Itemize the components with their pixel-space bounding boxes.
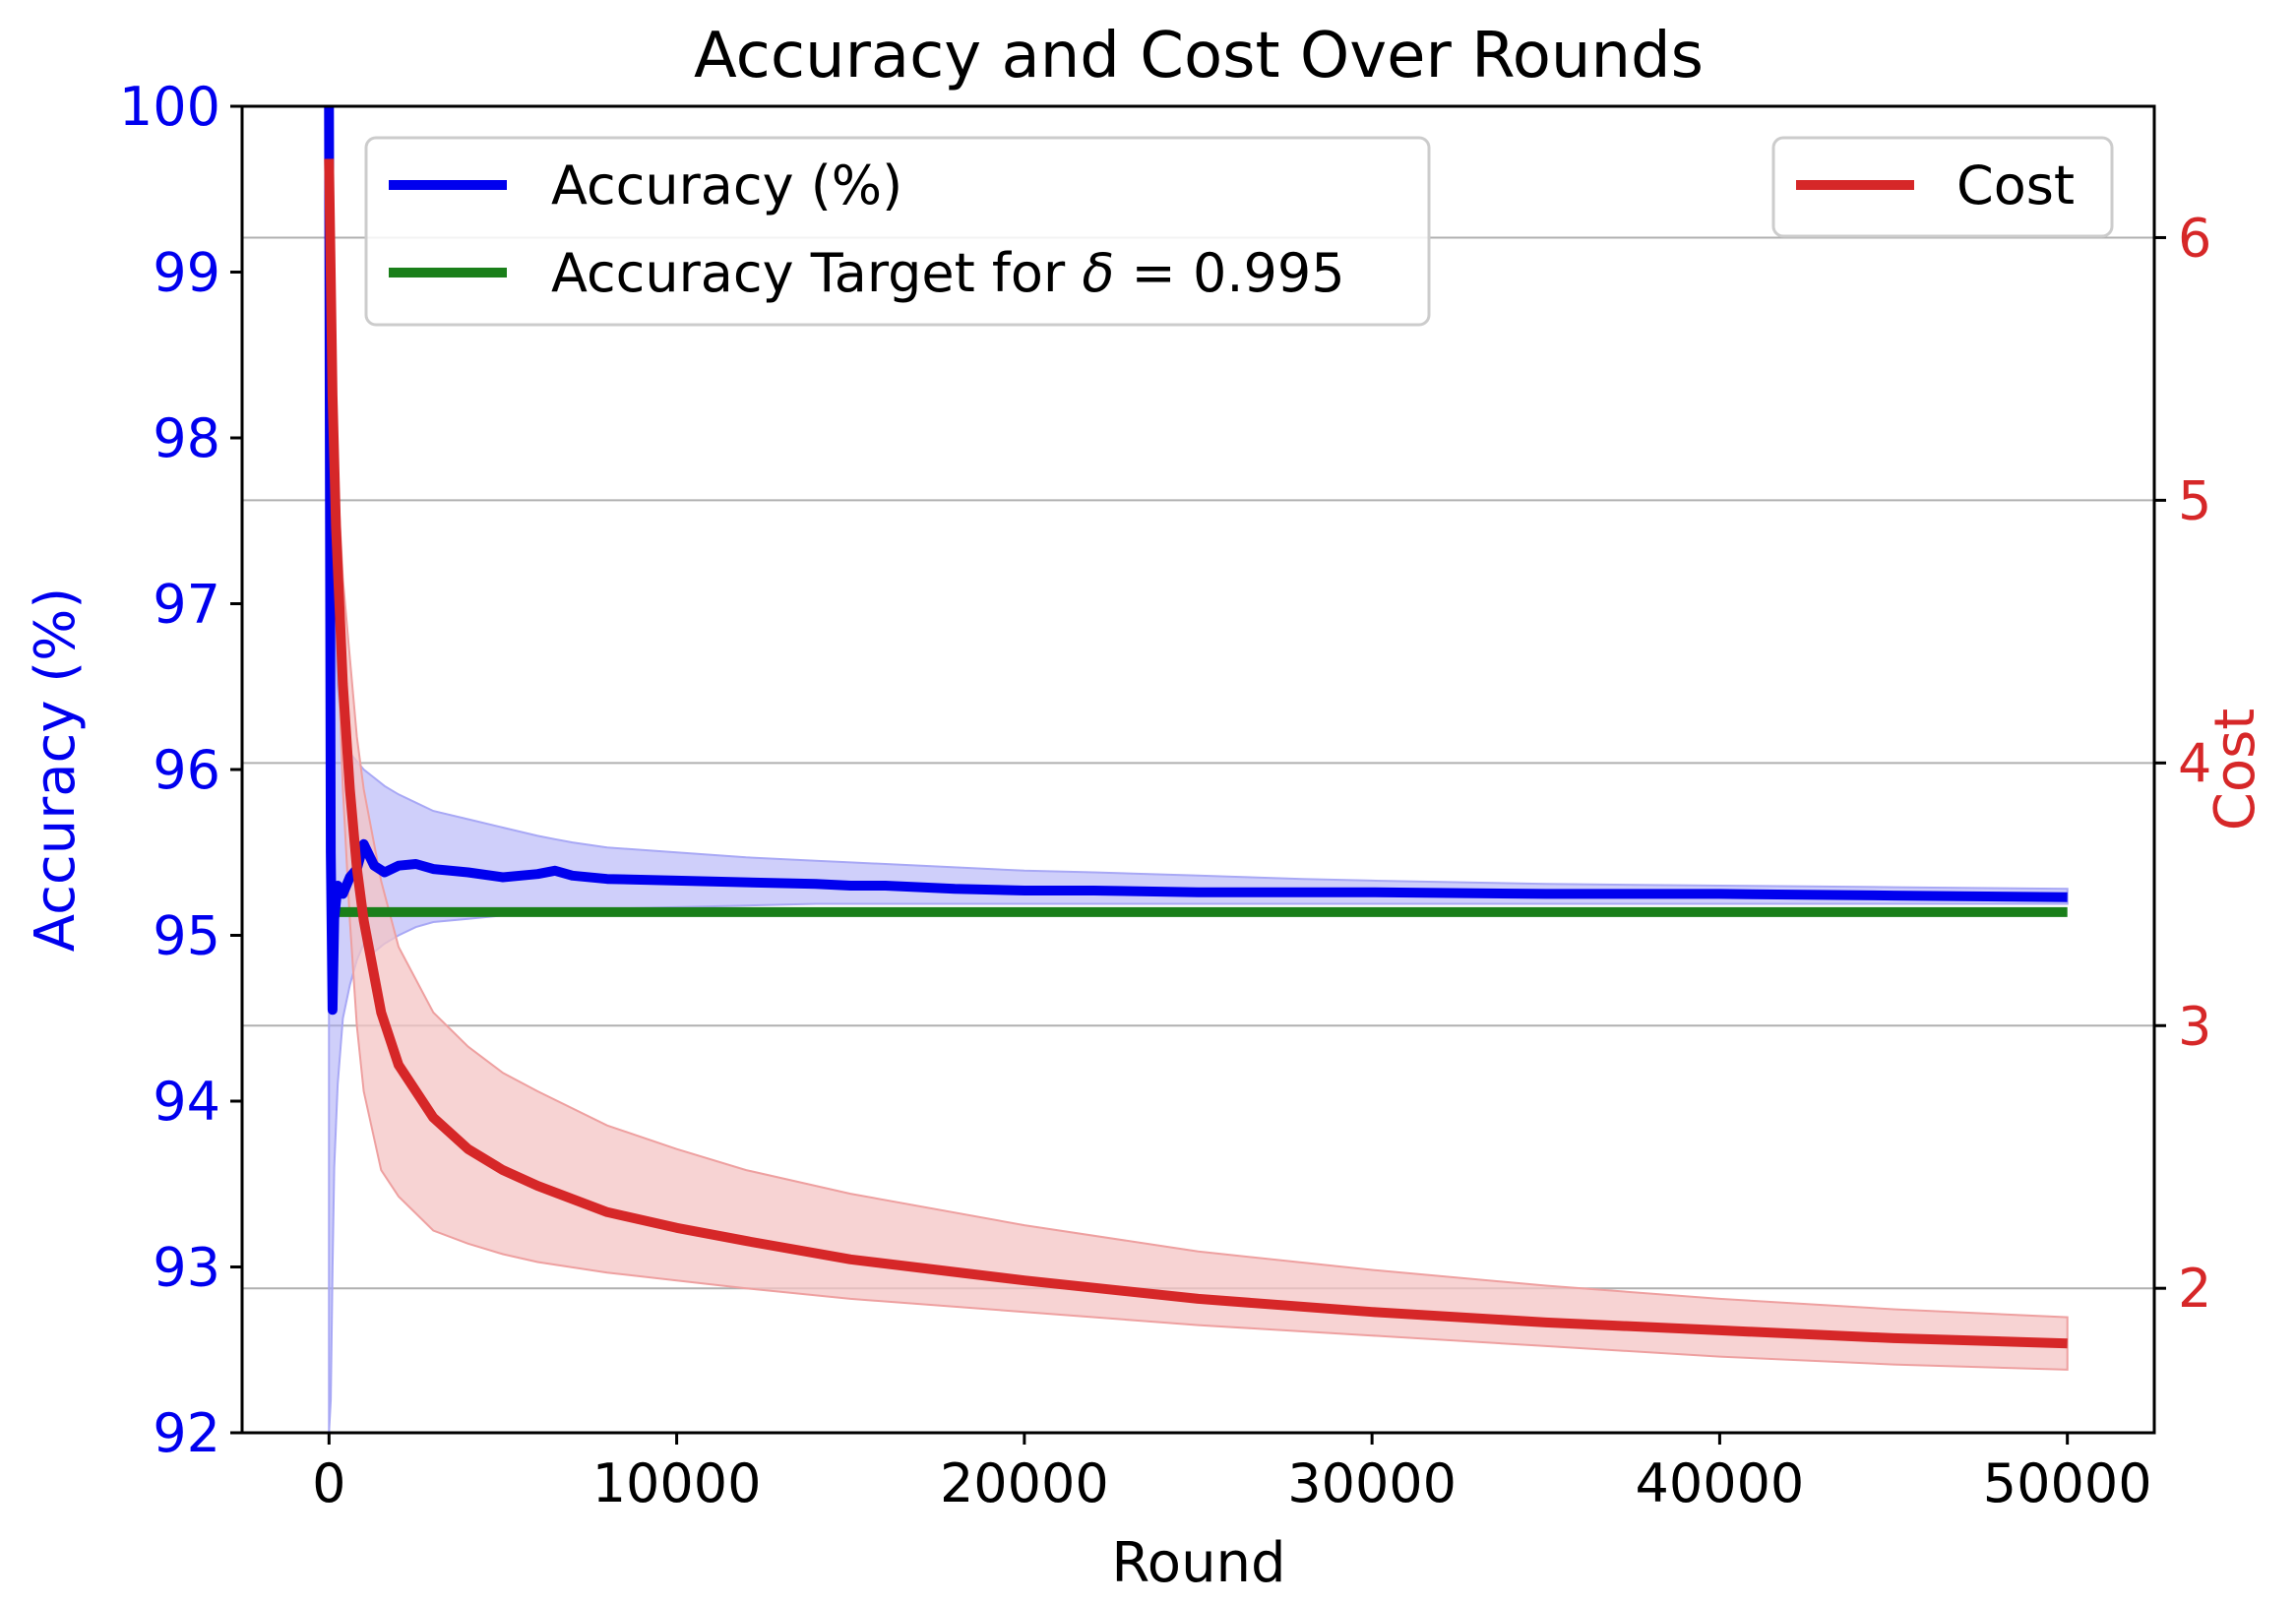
legend-right-box	[1771, 136, 2114, 238]
y-left-tick-label-6: 98	[153, 407, 220, 469]
grid	[242, 236, 2154, 1290]
y-right-tick-label-3: 5	[2178, 469, 2211, 531]
legend-target-label-symbol: δ	[1082, 242, 1114, 304]
accuracy-line	[324, 106, 2068, 1016]
y-left-tick-label-8: 100	[119, 76, 220, 138]
y-right-tick-label-0: 2	[2178, 1258, 2211, 1320]
y-left-tick-label-3: 95	[153, 905, 220, 967]
y-right-tick-label-4: 6	[2178, 207, 2211, 269]
x-axis-ticks: 0 10000 20000 30000 40000 50000	[312, 1433, 2152, 1514]
y-left-tick-label-2: 94	[153, 1071, 220, 1133]
legend-right: Cost	[1771, 136, 2114, 238]
y-left-tick-label-4: 96	[153, 739, 220, 801]
chart-title: Accuracy and Cost Over Rounds	[694, 20, 1704, 92]
y-right-axis-label: Cost	[2203, 709, 2267, 832]
cost-line	[324, 158, 2068, 1349]
legend-target-label-suffix: = 0.995	[1114, 242, 1344, 304]
x-tick-label-4: 40000	[1636, 1452, 1805, 1514]
legend-target-label: Accuracy Target for δ = 0.995	[551, 242, 1345, 304]
y-left-axis-label: Accuracy (%)	[24, 587, 88, 952]
legend-left-box	[364, 136, 1431, 327]
y-right-tick-label-2: 4	[2178, 732, 2211, 794]
series-layer	[324, 106, 2069, 1433]
x-tick-label-3: 30000	[1287, 1452, 1457, 1514]
y-left-tick-label-0: 92	[153, 1402, 220, 1464]
cost-confidence-band	[328, 158, 2069, 1371]
y-left-tick-label-1: 93	[153, 1237, 220, 1299]
x-tick-label-1: 10000	[592, 1452, 762, 1514]
y-right-tick-label-1: 3	[2178, 995, 2211, 1057]
legend-target-label-prefix: Accuracy Target for	[551, 242, 1082, 304]
y-left-tick-label-5: 97	[153, 574, 220, 636]
legend-accuracy-label: Accuracy (%)	[551, 154, 902, 216]
x-tick-label-2: 20000	[940, 1452, 1109, 1514]
x-tick-label-5: 50000	[1983, 1452, 2152, 1514]
x-tick-label-0: 0	[312, 1452, 345, 1514]
legend-left: Accuracy (%) Accuracy Target for δ = 0.9…	[364, 136, 1431, 327]
y-right-axis-ticks: 2 3 4 5 6	[2154, 207, 2211, 1320]
legend-cost-label: Cost	[1956, 154, 2075, 216]
y-left-tick-label-7: 99	[153, 242, 220, 304]
x-axis-label: Round	[1111, 1531, 1285, 1595]
y-left-axis-ticks: 92 93 94 95 96 97 98 99 100	[119, 76, 242, 1464]
